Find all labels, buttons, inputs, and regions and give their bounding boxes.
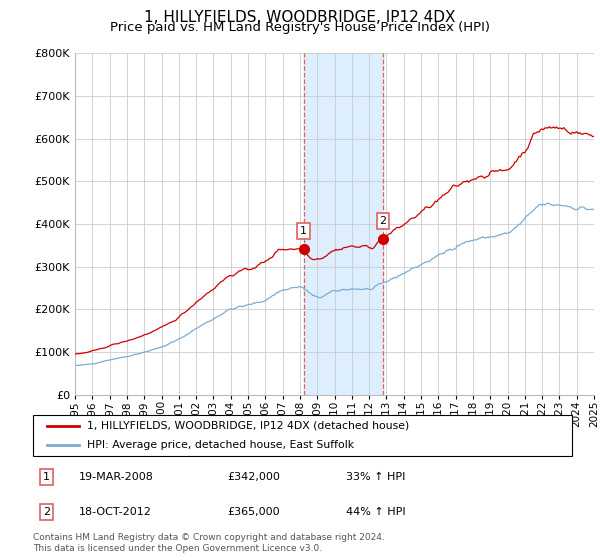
Text: 33% ↑ HPI: 33% ↑ HPI <box>346 472 406 482</box>
Text: 18-OCT-2012: 18-OCT-2012 <box>79 507 152 517</box>
Text: 1, HILLYFIELDS, WOODBRIDGE, IP12 4DX (detached house): 1, HILLYFIELDS, WOODBRIDGE, IP12 4DX (de… <box>87 421 409 431</box>
Text: 1: 1 <box>300 226 307 236</box>
Text: 19-MAR-2008: 19-MAR-2008 <box>79 472 154 482</box>
Text: 44% ↑ HPI: 44% ↑ HPI <box>346 507 406 517</box>
Text: Price paid vs. HM Land Registry's House Price Index (HPI): Price paid vs. HM Land Registry's House … <box>110 21 490 34</box>
Text: Contains HM Land Registry data © Crown copyright and database right 2024.
This d: Contains HM Land Registry data © Crown c… <box>33 533 385 553</box>
Text: 2: 2 <box>379 216 386 226</box>
Text: HPI: Average price, detached house, East Suffolk: HPI: Average price, detached house, East… <box>87 440 354 450</box>
Text: £365,000: £365,000 <box>227 507 280 517</box>
Text: £342,000: £342,000 <box>227 472 280 482</box>
Text: 2: 2 <box>43 507 50 517</box>
FancyBboxPatch shape <box>33 416 572 456</box>
Bar <box>304 53 383 395</box>
Text: 1: 1 <box>43 472 50 482</box>
Text: 1, HILLYFIELDS, WOODBRIDGE, IP12 4DX: 1, HILLYFIELDS, WOODBRIDGE, IP12 4DX <box>144 10 456 25</box>
